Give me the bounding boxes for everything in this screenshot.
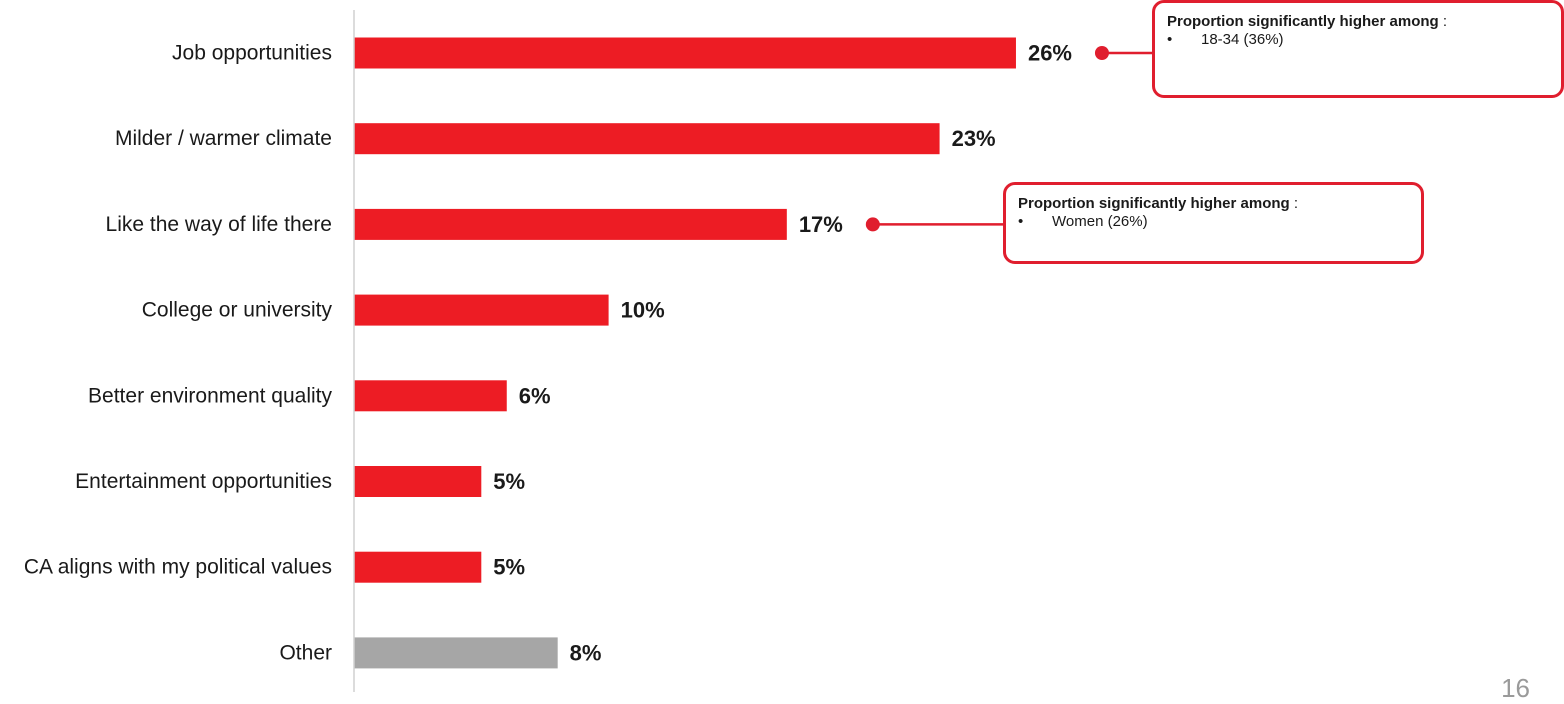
callout-title: Proportion significantly higher among : — [1167, 13, 1448, 30]
callout-box-job-opportunities: Proportion significantly higher among : … — [1152, 0, 1564, 98]
bar — [354, 551, 482, 583]
data-label: 26% — [1028, 41, 1072, 66]
bar — [354, 380, 507, 412]
callout-connectors — [865, 46, 1154, 232]
data-label: 5% — [493, 469, 525, 494]
callout-box-way-of-life: Proportion significantly higher among : … — [1003, 182, 1424, 264]
bar — [354, 637, 558, 669]
category-label: College or university — [142, 299, 333, 322]
data-label: 10% — [621, 298, 665, 323]
data-label: 8% — [570, 640, 602, 665]
category-label: Other — [279, 641, 332, 664]
bullet-icon: • — [1018, 213, 1024, 230]
callout-item: • Women (26%) — [1018, 213, 1148, 230]
bar — [354, 37, 1016, 69]
value-labels: 26% 23% 17% 10% 6% 5% 5% 8% — [493, 41, 1072, 666]
bar — [354, 294, 609, 326]
category-label: Job opportunities — [172, 42, 332, 65]
category-labels: Job opportunities Milder / warmer climate… — [24, 42, 333, 665]
data-label: 6% — [519, 383, 551, 408]
callout-title: Proportion significantly higher among : — [1018, 195, 1299, 212]
category-label: Like the way of life there — [106, 213, 332, 236]
category-label: Better environment quality — [88, 384, 332, 407]
data-label: 5% — [493, 555, 525, 580]
bullet-icon: • — [1167, 31, 1173, 48]
data-label: 17% — [799, 212, 843, 237]
category-label: CA aligns with my political values — [24, 556, 332, 579]
bar — [354, 466, 482, 497]
data-label: 23% — [952, 126, 996, 151]
bars — [354, 37, 1016, 669]
bar — [354, 123, 940, 155]
page-number: 16 — [1501, 673, 1530, 703]
category-label: Milder / warmer climate — [115, 127, 332, 150]
bar — [354, 208, 787, 240]
callout-item: • 18-34 (36%) — [1167, 31, 1284, 48]
category-label: Entertainment opportunities — [75, 470, 332, 493]
